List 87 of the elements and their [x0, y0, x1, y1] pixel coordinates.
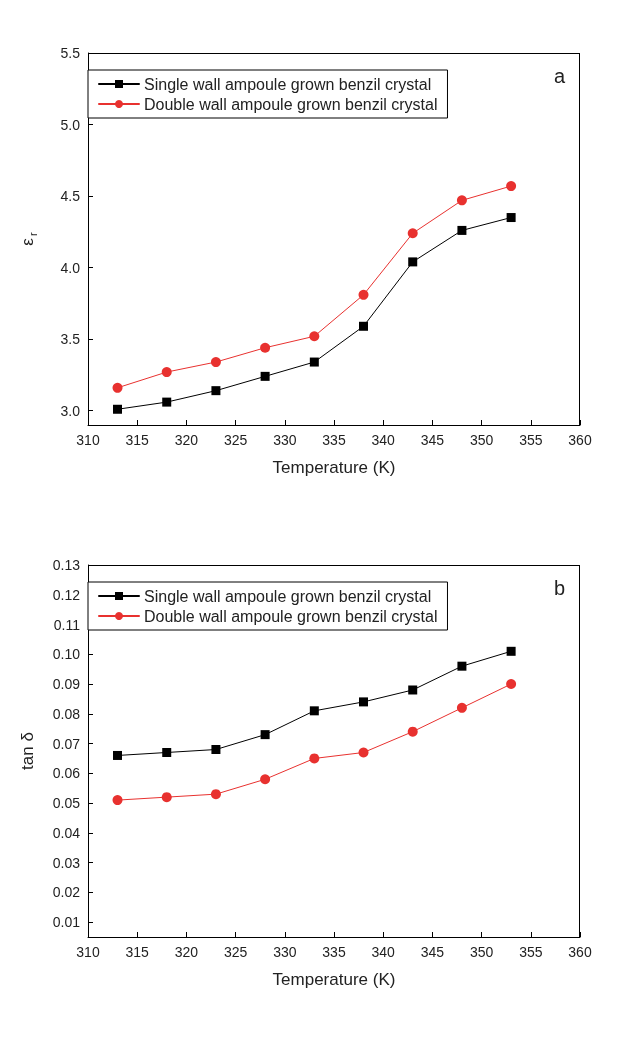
point [112, 795, 123, 806]
legend-label: Single wall ampoule grown benzil crystal [144, 587, 432, 605]
x-axis-title: Temperature (K) [272, 970, 396, 989]
y-tick-label: 0.08 [52, 705, 81, 722]
x-tick-label: 320 [174, 432, 199, 448]
y-tick-label: 0.02 [52, 884, 81, 901]
legend-label: Double wall ampoule grown benzil crystal [144, 607, 438, 625]
y-tick-label: 4.0 [60, 259, 81, 276]
point [210, 357, 221, 368]
x-tick-label: 355 [519, 944, 543, 960]
x-tick-label: 325 [223, 432, 248, 448]
x-tick-label: 345 [420, 432, 445, 448]
x-tick-label: 355 [519, 432, 543, 448]
point [309, 331, 320, 342]
point [309, 357, 319, 367]
x-tick-label: 330 [273, 432, 297, 448]
y-tick-label: 5.0 [60, 116, 81, 133]
y-tick-label: 3.0 [60, 402, 81, 419]
x-tick-label: 335 [322, 432, 346, 448]
point [211, 386, 221, 396]
point [358, 289, 369, 300]
y-tick-label: 0.07 [52, 735, 81, 752]
point [113, 750, 123, 760]
y-axis-title: εr [18, 232, 39, 246]
point [359, 697, 369, 707]
point [506, 181, 517, 192]
x-tick-label: 350 [469, 944, 494, 960]
legend-label: Double wall ampoule grown benzil crystal [144, 95, 438, 113]
point [112, 382, 123, 393]
point [260, 774, 271, 785]
y-tick-label: 0.09 [52, 676, 81, 693]
x-tick-label: 345 [420, 944, 445, 960]
point [161, 367, 172, 378]
point [309, 706, 319, 716]
point [408, 257, 418, 267]
point [309, 753, 320, 764]
annotation: b [553, 577, 565, 599]
y-tick-label: 0.10 [52, 646, 81, 663]
legend-label: Single wall ampoule grown benzil crystal [144, 75, 432, 93]
y-tick-label: 0.11 [53, 616, 81, 633]
y-tick-label: 0.13 [52, 557, 81, 573]
point [162, 397, 172, 407]
point [407, 228, 418, 239]
point [358, 747, 369, 758]
point [456, 195, 467, 206]
point [359, 321, 369, 331]
x-tick-label: 360 [568, 432, 592, 448]
y-tick-label: 0.04 [52, 824, 81, 841]
point [260, 730, 270, 740]
x-tick-label: 340 [371, 944, 396, 960]
x-tick-label: 315 [125, 432, 150, 448]
y-tick-label: 0.03 [52, 854, 81, 871]
x-tick-label: 320 [174, 944, 199, 960]
y-axis-title: tan δ [18, 732, 37, 770]
point [506, 646, 516, 656]
x-tick-label: 360 [568, 944, 592, 960]
point [113, 404, 123, 414]
y-tick-label: 0.12 [52, 586, 81, 603]
x-tick-label: 340 [371, 432, 396, 448]
x-axis-title: Temperature (K) [272, 458, 396, 477]
y-tick-label: 0.06 [52, 765, 81, 782]
x-tick-label: 310 [76, 432, 100, 448]
y-tick-label: 0.01 [52, 914, 81, 931]
point [407, 726, 418, 737]
point [506, 679, 517, 690]
y-tick-label: 5.5 [60, 45, 81, 61]
point [260, 342, 271, 353]
point [457, 661, 467, 671]
point [506, 213, 516, 223]
x-tick-label: 335 [322, 944, 346, 960]
point [162, 747, 172, 757]
y-tick-label: 4.5 [60, 188, 81, 205]
x-tick-label: 310 [76, 944, 100, 960]
x-tick-label: 330 [273, 944, 297, 960]
point [161, 792, 172, 803]
point [457, 225, 467, 235]
y-tick-label: 0.05 [52, 795, 81, 812]
point [260, 371, 270, 381]
point [408, 685, 418, 695]
x-tick-label: 350 [469, 432, 494, 448]
x-tick-label: 325 [223, 944, 248, 960]
point [211, 745, 221, 755]
point [210, 789, 221, 800]
y-tick-label: 3.5 [60, 331, 81, 348]
point [456, 702, 467, 713]
annotation: a [553, 65, 566, 87]
x-tick-label: 315 [125, 944, 150, 960]
